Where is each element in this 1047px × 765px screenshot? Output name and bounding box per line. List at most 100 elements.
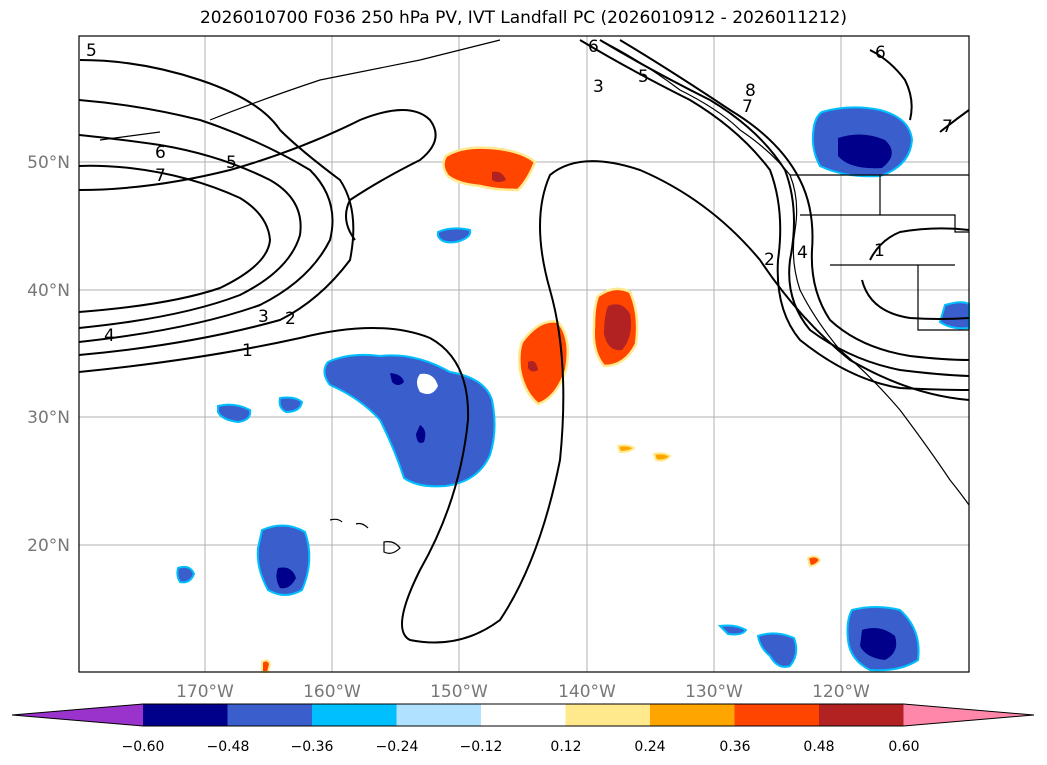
colorbar-tick-label: 0.24 (634, 739, 665, 755)
coastlines (99, 39, 970, 554)
contour-2 (78, 59, 355, 356)
coast-north-america (599, 39, 970, 506)
positive-region-north (442, 146, 537, 192)
coast-alaska-peninsula (209, 39, 501, 121)
lat-labels: 50°N 40°N 30°N 20°N (27, 153, 70, 556)
contour-label: 5 (638, 67, 649, 87)
negative-region-southeast-core (860, 628, 897, 660)
lon-tick-label: 160°W (303, 682, 361, 702)
lat-tick-label: 40°N (27, 281, 70, 301)
colorbar-segment (734, 704, 820, 726)
negative-region-small-6 (717, 624, 748, 636)
positive-region-small-3 (806, 555, 822, 568)
contour-label: 3 (258, 307, 269, 327)
colorbar-tick-label: 0.60 (888, 739, 919, 755)
negative-region-central-core2 (390, 373, 404, 385)
positive-region-small-2 (652, 452, 672, 462)
colorbar-outline (11, 703, 1035, 727)
contour-9 (78, 109, 437, 241)
negative-region-small-3 (278, 396, 304, 414)
contour-label: 7 (742, 97, 753, 117)
contour-label: 1 (874, 241, 885, 261)
map-frame (78, 35, 970, 673)
contour-label: 6 (155, 143, 166, 163)
positive-region-mid-east-core (604, 304, 631, 351)
positive-pv-regions (261, 146, 822, 673)
contour-4 (78, 134, 302, 329)
colorbar-tick-labels: −0.60 −0.48 −0.36 −0.24 −0.12 0.12 0.24 … (122, 739, 920, 755)
lon-tick-label: 130°W (685, 682, 743, 702)
lon-tick-label: 120°W (812, 682, 870, 702)
contour-label: 4 (104, 326, 115, 346)
contour-label: 2 (764, 250, 775, 270)
ivt-contours (78, 39, 970, 644)
negative-region-small-5 (756, 632, 798, 668)
colorbar-tick-label: −0.60 (122, 739, 165, 755)
contour-label: 5 (226, 153, 237, 173)
colorbar-tick-label: 0.36 (719, 739, 750, 755)
colorbar-tick-label: 0.12 (550, 739, 581, 755)
negative-region-southwest-core (276, 567, 296, 589)
positive-region-mid-west (518, 320, 569, 406)
lon-labels: 170°W 160°W 150°W 140°W 130°W 120°W (176, 682, 870, 702)
contour-label: 7 (155, 166, 166, 186)
lat-tick-label: 50°N (27, 153, 70, 173)
colorbar-tick-label: −0.48 (207, 739, 250, 755)
contour-label: 6 (875, 43, 886, 63)
contour-label: 7 (942, 117, 953, 137)
positive-region-small-1 (616, 444, 636, 454)
contour-label: 5 (86, 41, 97, 61)
colorbar-segment (312, 704, 397, 726)
negative-region-northeast-core (838, 134, 892, 169)
lat-tick-label: 20°N (27, 536, 70, 556)
contour-label: 3 (593, 77, 604, 97)
colorbar-extend-right (903, 704, 1034, 726)
negative-region-edge (938, 301, 970, 330)
contour-3 (78, 99, 334, 343)
colorbar-segment (650, 704, 735, 726)
state-borders (790, 174, 969, 331)
colorbar-tick-label: −0.24 (376, 739, 419, 755)
negative-region-southwest (256, 524, 311, 596)
contour-7 (579, 39, 970, 391)
colorbar-segment (396, 704, 482, 726)
hawaii (329, 518, 401, 554)
contour-label-layer: 5 6 7 5 4 3 2 1 3 6 5 8 7 2 4 6 7 1 (86, 37, 953, 361)
contour-label: 8 (745, 81, 756, 101)
colorbar-segment (565, 704, 651, 726)
colorbar-segment (143, 704, 228, 726)
contour-label: 2 (285, 309, 296, 329)
positive-region-north-core (492, 171, 506, 182)
contour-8 (619, 39, 970, 361)
negative-region-hole (417, 373, 438, 394)
positive-region-small-4 (261, 659, 272, 673)
coast-aleutians (99, 131, 161, 141)
lon-tick-label: 170°W (176, 682, 234, 702)
contour-10 (861, 227, 970, 320)
negative-region-small-2 (217, 403, 252, 424)
contour-5 (78, 164, 272, 313)
contour-6 (599, 39, 970, 377)
negative-region-central (323, 353, 496, 488)
lon-tick-label: 150°W (430, 682, 488, 702)
colorbar-tick-label: −0.12 (460, 739, 503, 755)
contour-label: 4 (797, 243, 808, 263)
positive-region-mid-west-core (528, 361, 538, 372)
lon-tick-label: 140°W (558, 682, 616, 702)
colorbar-tick-label: −0.36 (291, 739, 334, 755)
contour-1 (78, 160, 970, 644)
contour-label: 1 (242, 341, 253, 361)
negative-pv-regions (176, 106, 970, 672)
negative-region-central-core (416, 425, 426, 443)
colorbar-segment (481, 704, 566, 726)
colorbar-segment (819, 704, 904, 726)
colorbar-extend-left (12, 704, 143, 726)
colorbar-tick-label: 0.48 (803, 739, 834, 755)
negative-region-small-4 (176, 565, 196, 584)
contour-label: 6 (588, 37, 599, 57)
colorbar-segment (227, 704, 313, 726)
lat-tick-label: 30°N (27, 408, 70, 428)
colorbar (11, 703, 1035, 727)
contour-11 (869, 49, 970, 133)
